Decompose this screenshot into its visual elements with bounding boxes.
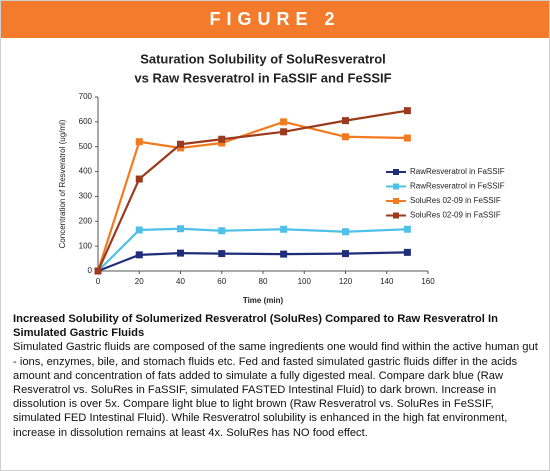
data-point: [135, 226, 143, 234]
chart-title: vs Raw Resveratrol in FaSSIF and FeSSIF: [134, 70, 391, 85]
series-line: [97, 227, 408, 272]
legend-label: RawResveratrol in FaSSIF: [410, 167, 505, 176]
legend-marker: [393, 212, 399, 219]
data-point: [135, 175, 143, 183]
data-point: [342, 133, 349, 141]
legend-marker: [393, 183, 399, 190]
data-point: [135, 138, 143, 146]
data-point: [94, 267, 102, 275]
y-axis-label: Concentration of Resveratrol (ug/ml): [58, 119, 67, 248]
data-point: [280, 128, 288, 136]
legend-label: RawResveratrol in FeSSIF: [410, 182, 505, 191]
y-tick-label: 400: [79, 167, 93, 176]
data-point: [218, 250, 226, 258]
data-point: [177, 225, 184, 233]
data-point: [342, 250, 349, 258]
x-tick-label: 0: [96, 277, 101, 286]
y-tick-label: 0: [88, 266, 93, 275]
y-tick-label: 500: [79, 142, 93, 151]
data-point: [280, 250, 288, 258]
data-point: [135, 251, 143, 259]
data-point: [342, 228, 349, 236]
x-tick-label: 100: [298, 277, 312, 286]
data-point: [218, 227, 226, 235]
series-line: [97, 251, 408, 273]
x-tick-label: 80: [259, 277, 268, 286]
x-tick-label: 20: [135, 277, 144, 286]
figure-label: FIGURE 2: [1, 1, 549, 38]
chart-title: Saturation Solubility of SoluResveratrol: [140, 51, 386, 66]
data-point: [403, 134, 411, 142]
data-point: [177, 249, 184, 257]
data-point: [403, 107, 411, 115]
data-point: [177, 140, 184, 148]
chart: Saturation Solubility of SoluResveratrol…: [58, 51, 505, 305]
y-tick-label: 200: [79, 216, 93, 225]
y-tick-label: 600: [79, 117, 93, 126]
data-point: [342, 117, 349, 125]
caption-heading: Increased Solubility of Solumerized Resv…: [13, 313, 498, 340]
x-tick-label: 140: [380, 277, 394, 286]
data-point: [177, 144, 184, 152]
series-line: [96, 120, 408, 272]
y-tick-label: 100: [79, 241, 93, 250]
x-tick-label: 160: [421, 277, 435, 286]
data-point: [218, 135, 226, 143]
caption-body: Simulated Gastric fluids are composed of…: [13, 341, 538, 439]
data-point: [218, 139, 226, 147]
data-point: [403, 225, 411, 233]
x-tick-label: 120: [339, 277, 353, 286]
x-tick-label: 60: [217, 277, 226, 286]
data-point: [280, 225, 288, 233]
x-axis-label: Time (min): [243, 296, 284, 305]
legend-marker: [393, 198, 399, 204]
legend-marker: [393, 169, 399, 175]
y-tick-label: 700: [79, 92, 93, 101]
legend-label: SoluRes 02-09 in FeSSIF: [410, 196, 501, 205]
x-tick-label: 40: [176, 277, 185, 286]
data-point: [403, 248, 411, 256]
caption: Increased Solubility of Solumerized Resv…: [1, 310, 549, 440]
y-tick-label: 300: [79, 192, 93, 201]
data-point: [280, 118, 288, 126]
legend-label: SoluRes 02-09 in FaSSIF: [410, 211, 501, 220]
series-line: [96, 109, 408, 272]
